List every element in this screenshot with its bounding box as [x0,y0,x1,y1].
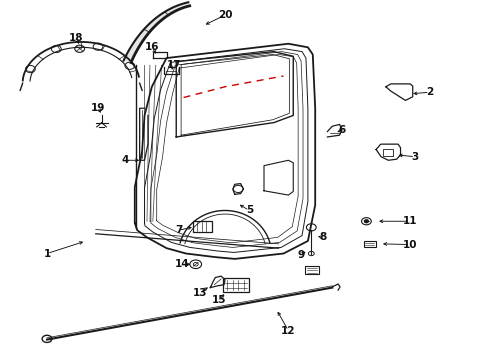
Bar [305,266,319,274]
Text: 1: 1 [43,248,51,258]
Polygon shape [159,14,165,19]
Bar [193,221,211,232]
Polygon shape [163,12,168,16]
Text: 10: 10 [402,239,417,249]
Text: 3: 3 [411,152,418,162]
Bar [363,241,375,247]
Polygon shape [132,43,140,47]
Polygon shape [150,21,157,26]
Circle shape [25,66,35,73]
Polygon shape [166,10,171,14]
Text: 5: 5 [245,206,252,216]
Polygon shape [164,11,170,15]
Polygon shape [148,23,155,27]
Circle shape [364,220,367,223]
Polygon shape [135,39,142,43]
Circle shape [361,218,370,225]
Polygon shape [147,24,154,29]
Polygon shape [136,37,143,41]
Text: 6: 6 [338,125,345,135]
Polygon shape [131,45,139,49]
Polygon shape [154,18,160,23]
Polygon shape [138,35,145,39]
Text: 14: 14 [174,259,189,269]
Text: 9: 9 [296,250,304,260]
Polygon shape [152,20,158,24]
Polygon shape [178,5,182,9]
Text: 20: 20 [217,10,232,20]
Polygon shape [186,2,189,6]
Circle shape [42,335,52,342]
Text: 15: 15 [211,295,226,305]
Polygon shape [170,8,175,12]
Text: 2: 2 [426,87,432,97]
Circle shape [51,45,61,53]
Text: 17: 17 [166,60,181,70]
Polygon shape [155,17,162,21]
Polygon shape [141,31,148,36]
Polygon shape [125,54,134,58]
Polygon shape [123,58,132,63]
Text: 7: 7 [175,225,182,235]
Polygon shape [143,28,151,32]
Circle shape [189,260,201,269]
Circle shape [306,224,316,231]
Polygon shape [129,47,137,51]
Polygon shape [139,33,146,37]
Polygon shape [157,15,163,20]
Polygon shape [184,3,187,7]
Polygon shape [176,5,180,9]
Polygon shape [174,6,179,10]
Polygon shape [128,49,136,54]
Circle shape [124,62,134,69]
Polygon shape [127,51,135,56]
Text: 4: 4 [121,155,128,165]
Text: 16: 16 [144,42,159,52]
Polygon shape [182,3,185,7]
Polygon shape [172,7,177,11]
Text: 12: 12 [281,325,295,336]
Polygon shape [142,29,149,34]
Polygon shape [161,13,166,17]
Polygon shape [133,41,141,45]
Polygon shape [168,9,173,13]
Polygon shape [124,56,133,60]
Text: 11: 11 [402,216,417,226]
Bar [383,149,392,156]
Text: 8: 8 [318,232,325,242]
Text: 18: 18 [69,33,83,43]
Text: 19: 19 [91,103,105,113]
Bar [222,278,249,292]
Text: 13: 13 [192,288,206,298]
Polygon shape [180,4,184,8]
Circle shape [93,43,102,50]
Circle shape [75,45,84,52]
Polygon shape [145,26,152,31]
